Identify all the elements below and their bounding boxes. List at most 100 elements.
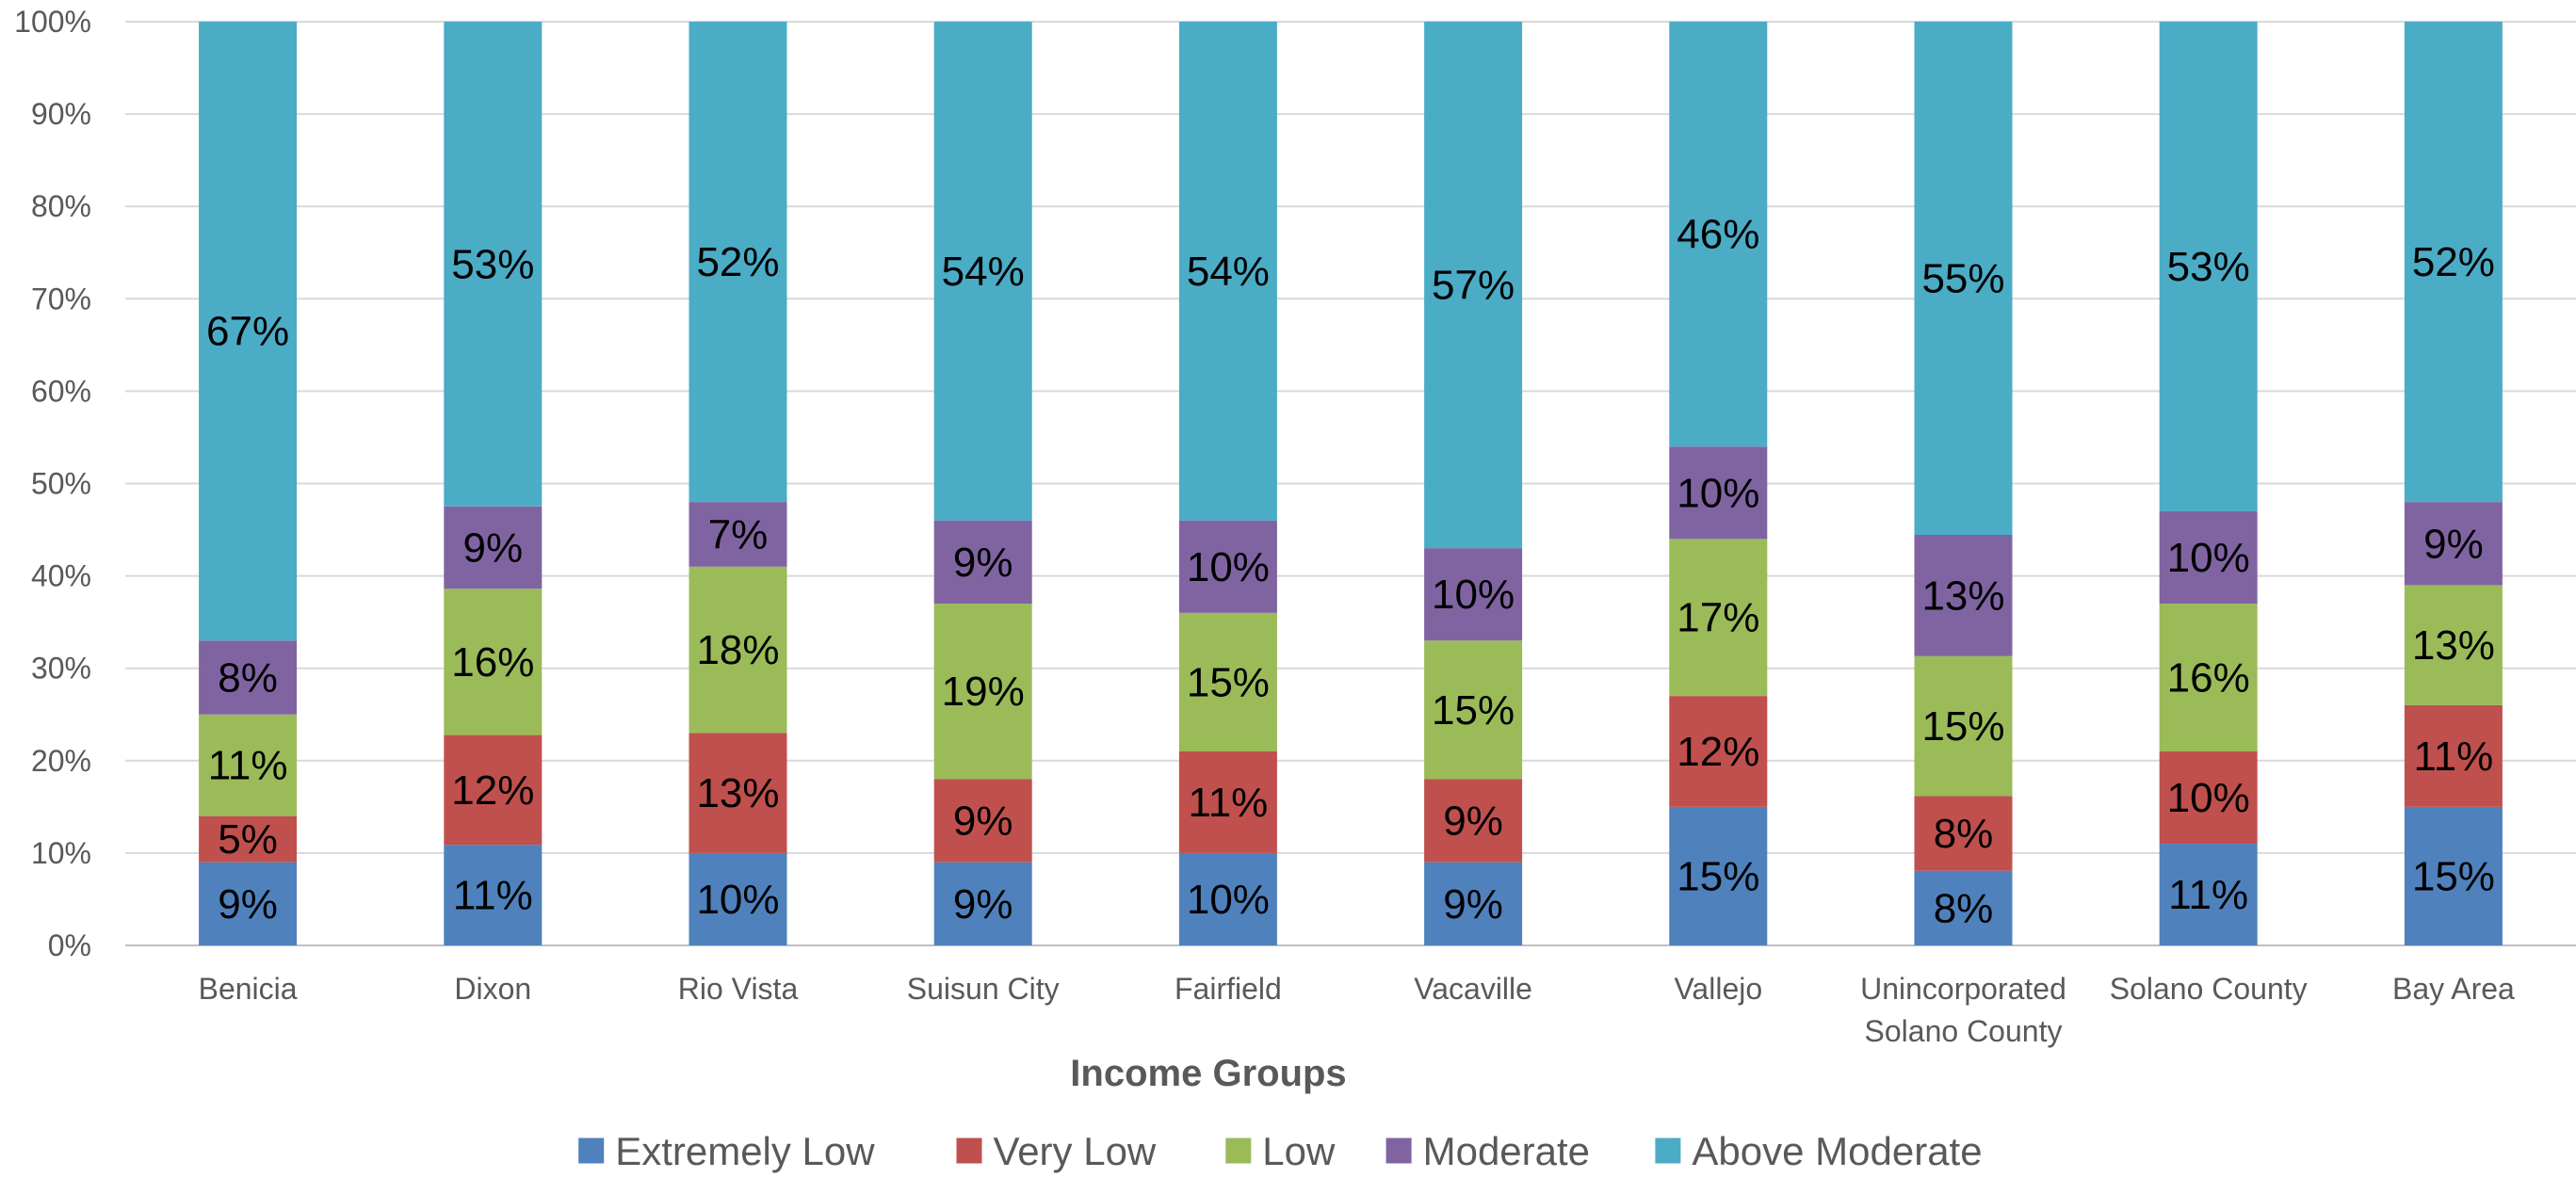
data-label: 9% xyxy=(1443,799,1503,845)
data-label: 15% xyxy=(1921,703,2004,750)
bar-segment xyxy=(199,640,298,715)
legend: Extremely Low Very Low Low Moderate Above Mo… xyxy=(578,1129,1983,1173)
bar-segment xyxy=(2159,604,2258,751)
bar-segment xyxy=(1178,520,1277,613)
bar-segment xyxy=(689,852,787,945)
data-label: 9% xyxy=(463,524,524,571)
bar-segment xyxy=(1424,640,1523,780)
data-label: 9% xyxy=(1443,881,1503,928)
bar-segment xyxy=(1178,852,1277,945)
data-label: 54% xyxy=(1187,249,1270,295)
data-label: 8% xyxy=(1934,811,1994,857)
y-tick-label: 50% xyxy=(31,467,91,501)
y-tick-label: 90% xyxy=(31,97,91,131)
data-label: 52% xyxy=(2412,239,2495,285)
bar-segment xyxy=(199,22,298,641)
bar-segment xyxy=(1669,696,1768,807)
data-label: 5% xyxy=(218,816,278,863)
data-label: 52% xyxy=(696,239,779,285)
data-label: 16% xyxy=(2167,655,2250,702)
legend-swatch xyxy=(1655,1138,1681,1164)
bar-segment xyxy=(689,502,787,567)
legend-label: Low xyxy=(1262,1129,1336,1173)
data-label: 11% xyxy=(208,743,288,789)
bar-segment xyxy=(2404,22,2503,503)
bar-segment xyxy=(2404,806,2503,945)
data-label: 18% xyxy=(696,627,779,673)
data-label: 8% xyxy=(1934,885,1994,931)
legend-swatch xyxy=(1385,1138,1412,1164)
bar-segment xyxy=(1914,22,2013,535)
data-label: 13% xyxy=(1921,573,2004,619)
x-tick-label: Suisun City xyxy=(907,972,1060,1006)
x-tick-label: Dixon xyxy=(454,972,531,1006)
data-label: 15% xyxy=(1432,687,1515,734)
bar-segment xyxy=(1178,22,1277,521)
bar-segment xyxy=(444,506,543,589)
bar-segment xyxy=(444,734,543,846)
bar-segment xyxy=(1669,22,1768,447)
bars xyxy=(199,22,2503,945)
data-label: 7% xyxy=(708,511,769,557)
data-label: 8% xyxy=(218,655,278,702)
bar-segment xyxy=(1914,796,2013,871)
bar-segment xyxy=(2404,502,2503,586)
x-tick-label: Vacaville xyxy=(1414,972,1532,1006)
x-tick-label: Bay Area xyxy=(2392,972,2515,1006)
data-label: 10% xyxy=(2167,535,2250,581)
y-tick-label: 10% xyxy=(31,836,91,870)
bar-segment xyxy=(444,845,543,945)
data-label: 10% xyxy=(696,877,779,923)
data-label: 57% xyxy=(1432,263,1515,309)
data-label: 11% xyxy=(2168,872,2248,918)
data-label: 46% xyxy=(1677,212,1759,258)
y-tick-label: 60% xyxy=(31,374,91,408)
bar-segment xyxy=(2404,585,2503,705)
data-label: 9% xyxy=(2423,521,2484,567)
data-label: 10% xyxy=(1677,470,1759,516)
bar-segment xyxy=(1914,870,2013,945)
data-label: 13% xyxy=(2412,622,2495,669)
data-label: 9% xyxy=(953,799,1013,845)
data-label: 13% xyxy=(696,770,779,816)
data-label: 16% xyxy=(451,639,534,686)
data-label: 11% xyxy=(453,873,533,919)
y-tick-label: 40% xyxy=(31,559,91,593)
data-label: 9% xyxy=(953,881,1013,928)
bar-segment xyxy=(444,22,543,507)
x-axis-title: Income Groups xyxy=(1070,1053,1346,1094)
data-label: 19% xyxy=(942,669,1025,715)
bar-segment xyxy=(1178,612,1277,751)
legend-label: Very Low xyxy=(994,1129,1157,1173)
data-label: 10% xyxy=(1187,877,1270,923)
y-axis-tick-labels: 0% 10% 20% 30% 40% 50% 60% 70% 80% 90% 100% xyxy=(14,5,91,962)
legend-label: Extremely Low xyxy=(615,1129,875,1173)
data-label: 9% xyxy=(953,540,1013,586)
data-label: 54% xyxy=(942,249,1025,295)
data-label: 12% xyxy=(451,767,534,814)
bar-segment xyxy=(2404,704,2503,807)
data-label: 15% xyxy=(1187,659,1270,705)
bar-segment xyxy=(2159,750,2258,845)
data-label: 9% xyxy=(218,881,278,928)
data-label: 15% xyxy=(1677,853,1759,899)
y-tick-label: 20% xyxy=(31,744,91,778)
legend-label: Moderate xyxy=(1423,1129,1590,1173)
bar-segment xyxy=(1424,862,1523,945)
bar-segment xyxy=(1669,806,1768,945)
data-label: 55% xyxy=(1921,256,2004,302)
bar-segment xyxy=(2159,510,2258,605)
x-tick-label: Unincorporated Solano County xyxy=(1860,972,2066,1048)
bar-segment xyxy=(1669,539,1768,697)
bar-segment xyxy=(933,862,1032,945)
bar-segment xyxy=(933,520,1032,605)
x-tick-label: Benicia xyxy=(199,972,298,1006)
bar-segment xyxy=(689,22,787,503)
data-label: 53% xyxy=(2167,244,2250,290)
bar-segment xyxy=(1914,655,2013,797)
data-label: 17% xyxy=(1677,595,1759,641)
bar-segment xyxy=(933,22,1032,521)
data-label: 12% xyxy=(1677,729,1759,775)
bar-segment xyxy=(933,604,1032,780)
